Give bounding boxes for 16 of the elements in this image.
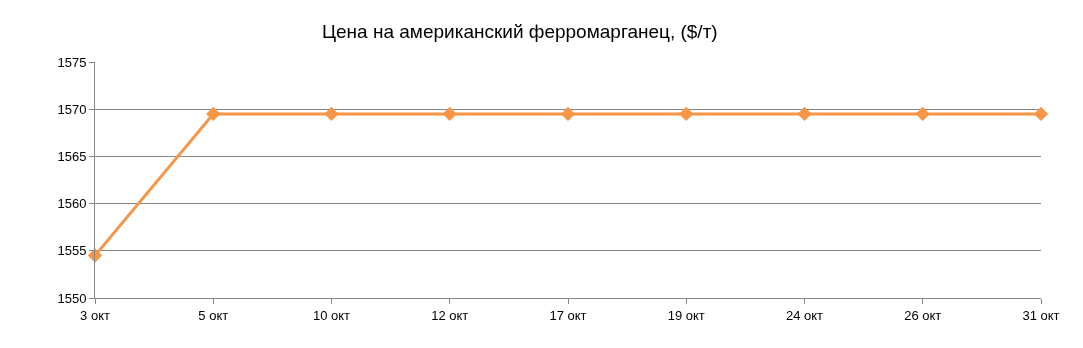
x-tick-label: 10 окт: [312, 307, 351, 323]
x-tick-label: 5 окт: [198, 307, 229, 323]
x-tick-label: 24 окт: [785, 307, 824, 323]
y-tick-label: 1565: [57, 148, 87, 164]
x-tick-label: 26 окт: [904, 307, 942, 323]
x-tick-label: 12 окт: [431, 307, 469, 323]
x-tick-label: 31 окт: [1022, 307, 1060, 323]
y-tick-label: 1560: [57, 196, 87, 212]
y-tick-label: 1575: [57, 54, 87, 70]
x-tick-label: 17 окт: [549, 307, 587, 323]
x-tick-label: 19 окт: [667, 307, 705, 323]
y-tick-label: 1555: [57, 243, 87, 259]
x-tick-label: 3 окт: [80, 307, 110, 323]
y-tick-label: 1550: [57, 290, 87, 306]
y-tick-label: 1570: [57, 101, 87, 117]
chart-title: Цена на американский ферромарганец, ($/т): [322, 20, 718, 42]
